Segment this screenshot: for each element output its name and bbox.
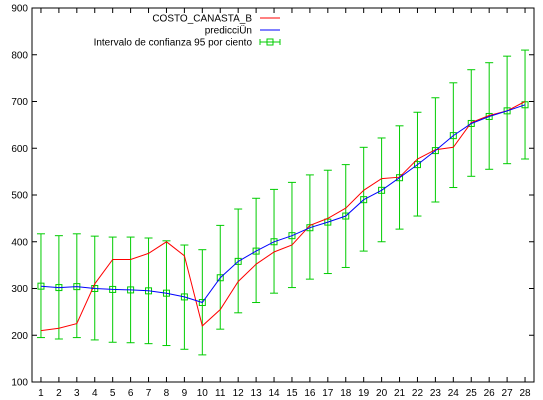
x-tick-label: 5 xyxy=(110,388,116,399)
x-tick-label: 11 xyxy=(215,388,226,399)
y-tick-label: 900 xyxy=(11,4,28,15)
x-tick-label: 19 xyxy=(358,388,370,399)
x-tick-label: 18 xyxy=(340,388,352,399)
y-tick-label: 200 xyxy=(11,331,28,342)
x-tick-label: 27 xyxy=(502,388,514,399)
x-tick-label: 2 xyxy=(56,388,62,399)
x-tick-label: 23 xyxy=(430,388,442,399)
x-tick-label: 10 xyxy=(197,388,209,399)
legend-label-costo-canasta: COSTO_CANASTA_B xyxy=(152,14,252,25)
x-tick-label: 8 xyxy=(164,388,170,399)
error-bar-point xyxy=(360,196,368,204)
error-bar-point xyxy=(270,238,278,246)
error-bar-point xyxy=(180,293,188,301)
error-bar-point xyxy=(467,119,475,127)
series-line-costo-canasta xyxy=(40,101,526,332)
x-tick-label: 13 xyxy=(251,388,263,399)
error-bar-point xyxy=(288,232,296,240)
x-tick-label: 25 xyxy=(466,388,478,399)
error-bar-point xyxy=(431,147,439,155)
x-tick-label: 9 xyxy=(182,388,188,399)
y-tick-label: 400 xyxy=(11,237,28,248)
y-tick-label: 700 xyxy=(11,97,28,108)
x-tick-label: 22 xyxy=(412,388,424,399)
error-bar-point xyxy=(413,161,421,169)
x-tick-label: 16 xyxy=(304,388,316,399)
y-tick-label: 100 xyxy=(11,378,28,389)
error-bar-point xyxy=(198,299,206,307)
x-tick-label: 14 xyxy=(268,388,280,399)
legend-label-intervalo: Intervalo de confianza 95 por ciento xyxy=(94,38,253,49)
legend-label-prediccion: predicciÜn xyxy=(205,25,252,37)
error-bar-point xyxy=(234,257,242,265)
y-tick-label: 600 xyxy=(11,144,28,155)
x-tick-label: 3 xyxy=(74,388,80,399)
x-tick-label: 15 xyxy=(286,388,298,399)
x-tick-label: 6 xyxy=(128,388,134,399)
error-bar-point xyxy=(342,212,350,220)
error-bar-point xyxy=(324,218,332,226)
legend-swatch-intervalo-marker xyxy=(266,38,274,46)
error-bar-point xyxy=(378,186,386,194)
x-tick-label: 17 xyxy=(322,388,334,399)
y-tick-label: 800 xyxy=(11,50,28,61)
series-line-prediccion xyxy=(40,104,526,304)
x-tick-label: 1 xyxy=(38,388,44,399)
x-tick-label: 20 xyxy=(376,388,388,399)
x-tick-label: 7 xyxy=(146,388,152,399)
error-bar-point xyxy=(306,224,314,232)
error-bar-point xyxy=(503,107,511,115)
x-tick-label: 24 xyxy=(448,388,460,399)
y-tick-label: 300 xyxy=(11,284,28,295)
x-tick-label: 12 xyxy=(233,388,245,399)
error-bar-point xyxy=(216,274,224,282)
x-tick-label: 21 xyxy=(394,388,406,399)
x-tick-label: 26 xyxy=(484,388,496,399)
error-bar-point xyxy=(252,247,260,255)
error-bar-point xyxy=(449,132,457,140)
x-tick-label: 28 xyxy=(519,388,531,399)
plot-frame xyxy=(31,7,535,383)
y-tick-label: 500 xyxy=(11,191,28,202)
x-tick-label: 4 xyxy=(92,388,98,399)
plot-area xyxy=(36,49,530,356)
